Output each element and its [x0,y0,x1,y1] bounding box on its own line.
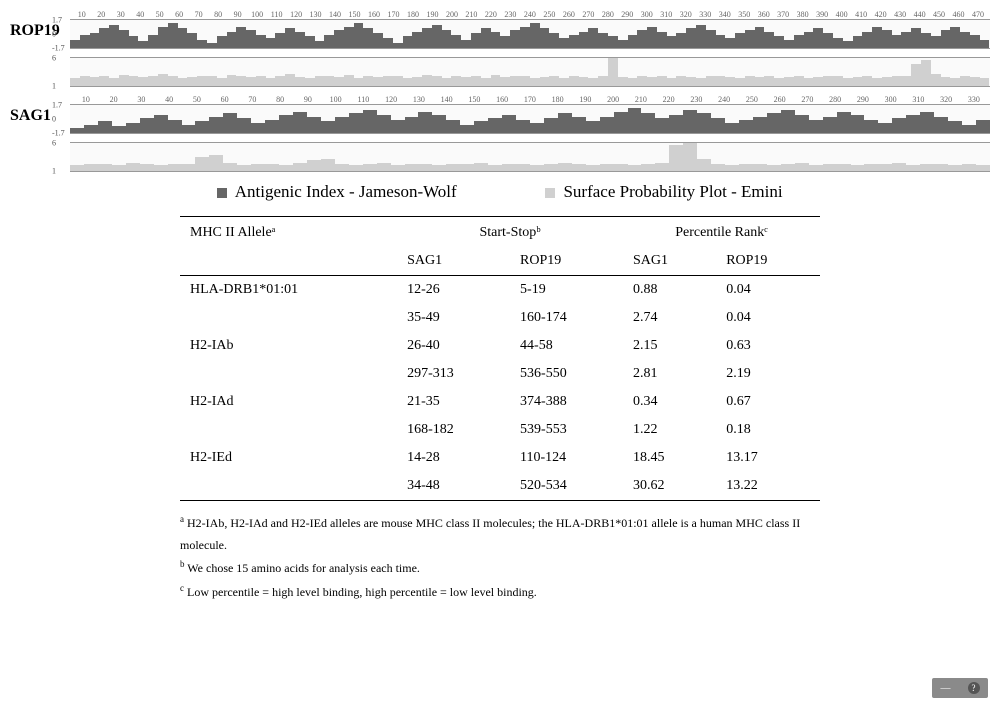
cell-rop19_pr: 13.17 [716,444,820,472]
cell-sag1_pr: 1.22 [623,416,716,444]
legend-swatch-dark [217,188,227,198]
surface-track: 61 [70,142,990,172]
cell-sag1_ss: 26-40 [397,332,510,360]
cell-allele [180,360,397,388]
subcol-rop19-pr: ROP19 [716,247,820,276]
cell-sag1_ss: 34-48 [397,472,510,501]
footnote-b: b We chose 15 amino acids for analysis e… [180,556,820,580]
cell-sag1_pr: 2.74 [623,304,716,332]
cell-allele: HLA-DRB1*01:01 [180,276,397,305]
table-row: 297-313536-5502.812.19 [180,360,820,388]
antigenic-track: 1.70-1.7 [70,104,990,134]
cell-sag1_pr: 0.88 [623,276,716,305]
footnote-c: c Low percentile = high level binding, h… [180,580,820,604]
table-row: 168-182539-5531.220.18 [180,416,820,444]
cell-rop19_pr: 0.63 [716,332,820,360]
subcol-rop19-ss: ROP19 [510,247,623,276]
cell-sag1_pr: 0.34 [623,388,716,416]
cell-sag1_ss: 14-28 [397,444,510,472]
cell-sag1_ss: 21-35 [397,388,510,416]
cell-rop19_pr: 13.22 [716,472,820,501]
cell-sag1_pr: 2.81 [623,360,716,388]
cell-rop19_ss: 374-388 [510,388,623,416]
cell-sag1_pr: 2.15 [623,332,716,360]
cell-rop19_pr: 0.67 [716,388,820,416]
legend-swatch-light [545,188,555,198]
cell-sag1_ss: 35-49 [397,304,510,332]
cell-allele [180,472,397,501]
cell-rop19_pr: 0.04 [716,276,820,305]
cell-allele: H2-IEd [180,444,397,472]
table-row: H2-IAd21-35374-3880.340.67 [180,388,820,416]
cell-rop19_pr: 2.19 [716,360,820,388]
footnotes: a H2-IAb, H2-IAd and H2-IEd alleles are … [180,511,820,603]
help-widget[interactable]: — ? [932,678,988,698]
widget-icon-minimize[interactable]: — [941,683,951,694]
table-row: H2-IEd14-28110-12418.4513.17 [180,444,820,472]
cell-sag1_ss: 12-26 [397,276,510,305]
table-row: 34-48520-53430.6213.22 [180,472,820,501]
subcol-sag1-pr: SAG1 [623,247,716,276]
cell-rop19_ss: 44-58 [510,332,623,360]
cell-rop19_ss: 539-553 [510,416,623,444]
cell-allele: H2-IAb [180,332,397,360]
legend: Antigenic Index - Jameson-Wolf Surface P… [10,182,990,202]
cell-rop19_ss: 536-550 [510,360,623,388]
x-axis: 1020304050607080901001101201301401501601… [70,10,990,19]
cell-allele [180,416,397,444]
mhc-table: MHC II Alleleᵃ Start-Stopᵇ Percentile Ra… [180,216,820,501]
legend-label-dark: Antigenic Index - Jameson-Wolf [235,182,457,201]
cell-allele [180,304,397,332]
cell-sag1_pr: 30.62 [623,472,716,501]
legend-label-light: Surface Probability Plot - Emini [563,182,782,201]
cell-rop19_ss: 5-19 [510,276,623,305]
subcol-sag1-ss: SAG1 [397,247,510,276]
cell-rop19_ss: 110-124 [510,444,623,472]
table-row: HLA-DRB1*01:0112-265-190.880.04 [180,276,820,305]
surface-track: 61 [70,57,990,87]
chart-protein-label: SAG1 [10,95,70,125]
x-axis: 1020304050607080901001101201301401501601… [70,95,990,104]
table-row: 35-49160-1742.740.04 [180,304,820,332]
chart-block: ROP1910203040506070809010011012013014015… [10,10,990,87]
chart-protein-label: ROP19 [10,10,70,40]
col-allele: MHC II Alleleᵃ [180,217,397,248]
cell-rop19_pr: 0.18 [716,416,820,444]
help-icon[interactable]: ? [968,682,980,694]
cell-allele: H2-IAd [180,388,397,416]
col-percentile: Percentile Rankᶜ [623,217,820,248]
antigenic-track: 1.70-1.7 [70,19,990,49]
col-startstop: Start-Stopᵇ [397,217,623,248]
footnote-a: a H2-IAb, H2-IAd and H2-IEd alleles are … [180,511,820,556]
cell-rop19_ss: 520-534 [510,472,623,501]
table-row: H2-IAb26-4044-582.150.63 [180,332,820,360]
cell-sag1_ss: 297-313 [397,360,510,388]
cell-rop19_pr: 0.04 [716,304,820,332]
chart-block: SAG1102030405060708090100110120130140150… [10,95,990,172]
cell-rop19_ss: 160-174 [510,304,623,332]
cell-sag1_pr: 18.45 [623,444,716,472]
cell-sag1_ss: 168-182 [397,416,510,444]
